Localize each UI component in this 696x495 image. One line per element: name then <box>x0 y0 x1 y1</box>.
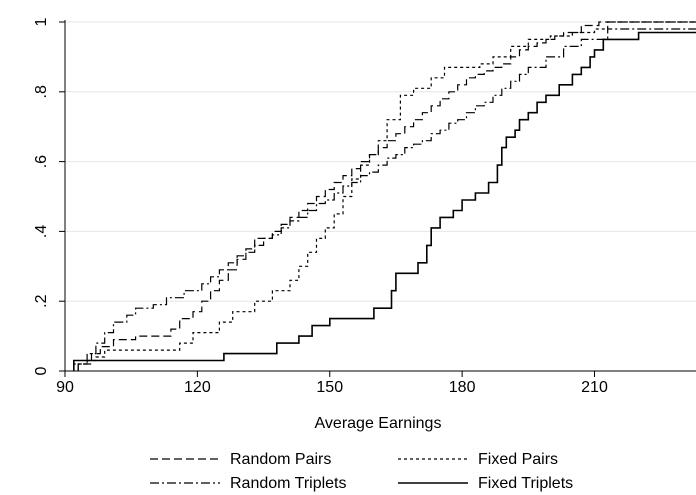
y-tick-label: .2 <box>33 294 50 307</box>
x-tick-label: 90 <box>56 379 74 396</box>
x-tick-label: 120 <box>184 379 211 396</box>
x-tick-label: 150 <box>316 379 343 396</box>
y-tick-label: .4 <box>33 225 50 238</box>
legend-label: Fixed Triplets <box>478 475 573 492</box>
legend: Random Pairs Fixed Pairs Random Triplets Fi… <box>150 451 573 492</box>
y-tick-label: 0 <box>33 366 50 375</box>
series-line-random-pairs <box>77 21 696 371</box>
series-lines <box>73 21 696 371</box>
legend-label: Random Triplets <box>230 475 347 492</box>
x-tick-label: 210 <box>581 379 608 396</box>
horizontal-gridlines <box>65 21 696 372</box>
x-tick-label: 180 <box>449 379 476 396</box>
x-axis-label: Average Earnings <box>315 415 442 432</box>
series-line-fixed-pairs <box>73 21 696 371</box>
legend-label: Fixed Pairs <box>478 451 558 468</box>
axes: 0 .2 .4 .6 .8 1 90 120 150 180 210 <box>33 17 696 396</box>
y-tick-label: .6 <box>33 155 50 168</box>
legend-label: Random Pairs <box>230 451 331 468</box>
y-tick-label: .8 <box>33 85 50 98</box>
y-tick-label: 1 <box>33 17 50 26</box>
series-line-random-triplets <box>77 28 696 371</box>
series-line-fixed-triplets <box>73 31 696 371</box>
